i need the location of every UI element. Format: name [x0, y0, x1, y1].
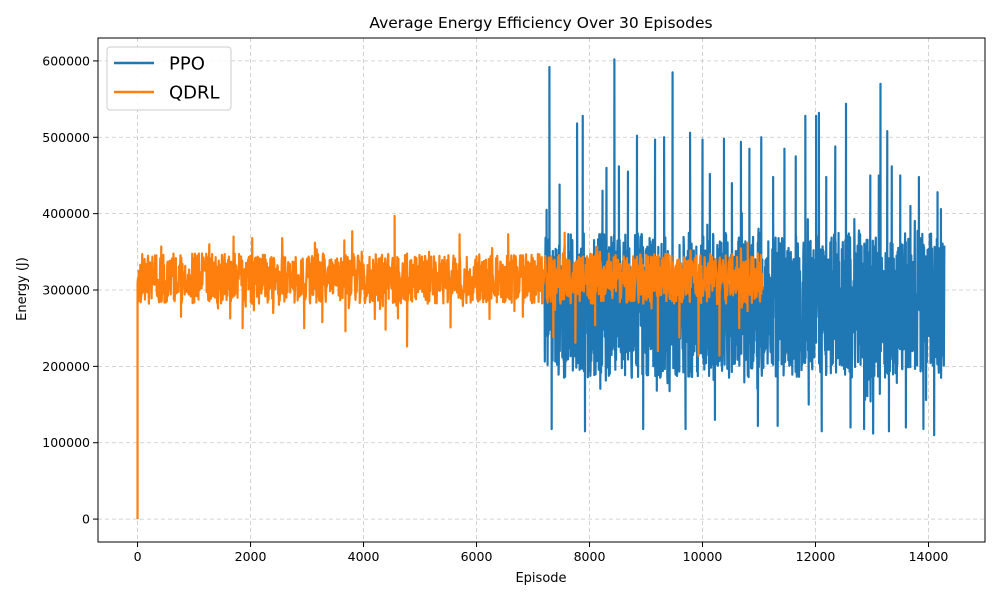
- y-tick-label: 400000: [42, 206, 90, 221]
- x-tick-label: 6000: [461, 549, 493, 564]
- series-line-qdrl: [136, 214, 764, 520]
- x-axis-label: Episode: [515, 571, 566, 586]
- y-tick-label: 100000: [42, 435, 90, 450]
- x-tick-label: 8000: [574, 549, 606, 564]
- y-tick-label: 500000: [42, 130, 90, 145]
- x-tick-label: 2000: [235, 549, 267, 564]
- series-layer: [136, 58, 946, 520]
- chart-title: Average Energy Efficiency Over 30 Episod…: [369, 14, 712, 32]
- legend-label-qdrl: QDRL: [169, 83, 220, 104]
- y-tick-label: 0: [82, 512, 90, 527]
- x-tick-label: 4000: [348, 549, 380, 564]
- ticks-layer: 0 2000 4000 6000 8000 10000 12000 14000 0 100000 2…: [42, 53, 948, 564]
- y-tick-label: 300000: [42, 283, 90, 298]
- legend: PPO QDRL: [106, 46, 232, 111]
- x-tick-label: 0: [134, 549, 142, 564]
- y-axis-label: Energy (J): [15, 257, 30, 321]
- x-tick-label: 14000: [909, 549, 949, 564]
- x-tick-label: 10000: [683, 549, 723, 564]
- y-tick-label: 200000: [42, 359, 90, 374]
- legend-label-ppo: PPO: [169, 54, 205, 75]
- y-tick-label: 600000: [42, 53, 90, 68]
- x-tick-label: 12000: [796, 549, 836, 564]
